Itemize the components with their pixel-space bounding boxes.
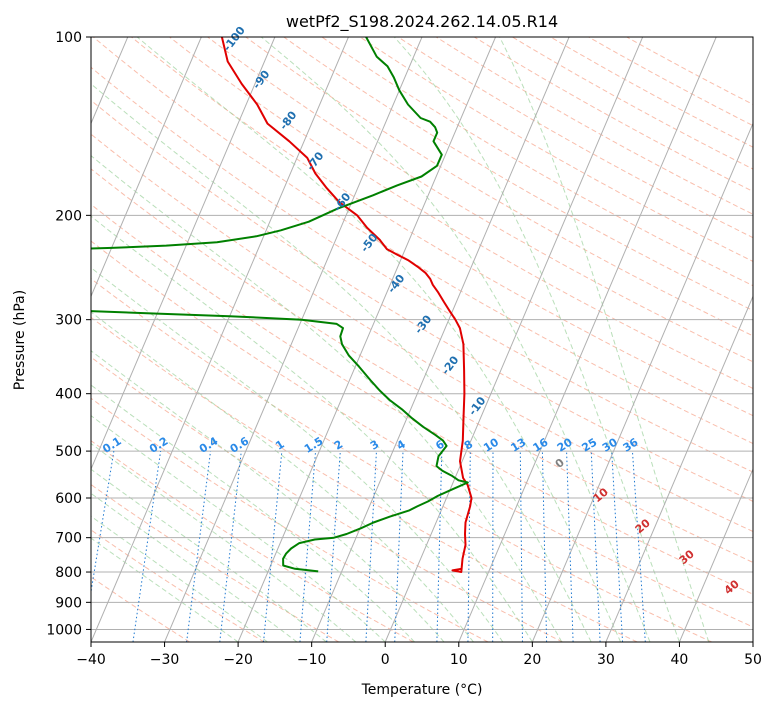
y-axis-title: Pressure (hPa) xyxy=(12,290,28,390)
dry-adiabat-line xyxy=(131,37,753,417)
mixing-ratio-line xyxy=(132,451,162,642)
y-tick-label: 200 xyxy=(55,208,82,224)
x-tick-label: 0 xyxy=(381,652,390,668)
dry-adiabat-line xyxy=(91,203,753,595)
dewpoint-line xyxy=(91,37,469,573)
moist-adiabat-line xyxy=(499,37,710,642)
moist-adiabat-line xyxy=(91,155,563,642)
dry-adiabat-line xyxy=(91,240,753,628)
y-tick-label: 700 xyxy=(55,531,82,547)
isotherm-line xyxy=(384,37,644,642)
x-tick-label: 20 xyxy=(523,652,541,668)
profile-lines xyxy=(91,37,473,573)
isotherm-line xyxy=(311,37,570,642)
isotherm-line xyxy=(531,122,753,642)
isotherm-line xyxy=(605,295,753,642)
moist-adiabat-line xyxy=(91,350,445,642)
moist-adiabat-line xyxy=(91,83,592,642)
x-tick-label: 10 xyxy=(450,652,468,668)
dry-adiabat-line xyxy=(91,99,753,502)
mixing-ratio-line xyxy=(219,451,242,642)
isotherm-line xyxy=(678,467,753,642)
dry-adiabat-line xyxy=(169,37,753,389)
dry-adiabat-line xyxy=(207,37,753,363)
temperature-line xyxy=(220,37,473,573)
y-tick-label: 800 xyxy=(55,565,82,581)
moist-adiabat-line xyxy=(91,415,386,642)
moist-adiabat-line xyxy=(91,215,533,642)
isotherm-line xyxy=(91,37,349,642)
x-tick-label: 50 xyxy=(744,652,762,668)
y-tick-label: 300 xyxy=(55,313,82,329)
x-tick-label: −10 xyxy=(297,652,327,668)
mixing-ratio-line xyxy=(186,451,212,642)
dry-adiabat-line xyxy=(91,133,753,533)
x-tick-label: −30 xyxy=(150,652,180,668)
moist-adiabat-line xyxy=(91,311,474,642)
dry-adiabat-line xyxy=(91,168,753,563)
isotherm-line xyxy=(91,37,276,471)
dry-adiabat-line xyxy=(91,483,340,642)
axis-ticks: −40 −30 −20 −10 0 10 20 30 40 50 100 200 300 400 500 60… xyxy=(46,30,762,668)
y-tick-label: 100 xyxy=(55,30,82,46)
dry-adiabat-line xyxy=(91,278,713,642)
x-tick-label: −40 xyxy=(76,652,106,668)
x-tick-label: 30 xyxy=(597,652,615,668)
background-lines xyxy=(91,37,753,642)
y-tick-label: 400 xyxy=(55,387,82,403)
dry-adiabat-line xyxy=(91,316,638,642)
moist-adiabat-line xyxy=(91,468,327,642)
dry-adiabat-line xyxy=(91,356,563,642)
moist-adiabat-line xyxy=(91,515,268,642)
y-tick-label: 1000 xyxy=(46,622,82,638)
isotherm-line xyxy=(237,37,497,642)
x-tick-label: −20 xyxy=(223,652,253,668)
isotherm-line xyxy=(164,37,423,642)
moist-adiabat-line xyxy=(91,267,504,642)
moist-adiabat-line xyxy=(393,37,680,642)
y-tick-label: 600 xyxy=(55,491,82,507)
dry-adiabat-line xyxy=(91,529,265,642)
y-tick-label: 900 xyxy=(55,595,82,611)
moist-adiabat-line xyxy=(91,537,239,642)
moist-adiabat-line xyxy=(136,37,622,642)
chart-title: wetPf2_S198.2024.262.14.05.R14 xyxy=(286,12,558,32)
isotherm-line xyxy=(91,37,202,298)
isotherm-line xyxy=(458,37,717,642)
dry-adiabat-line xyxy=(91,397,489,642)
mixing-ratio-line xyxy=(91,451,115,595)
y-tick-label: 500 xyxy=(55,444,82,460)
x-axis-title: Temperature (°C) xyxy=(361,682,483,698)
x-tick-label: 40 xyxy=(671,652,689,668)
plot-frame xyxy=(90,36,754,643)
moist-adiabat-line xyxy=(91,442,357,642)
